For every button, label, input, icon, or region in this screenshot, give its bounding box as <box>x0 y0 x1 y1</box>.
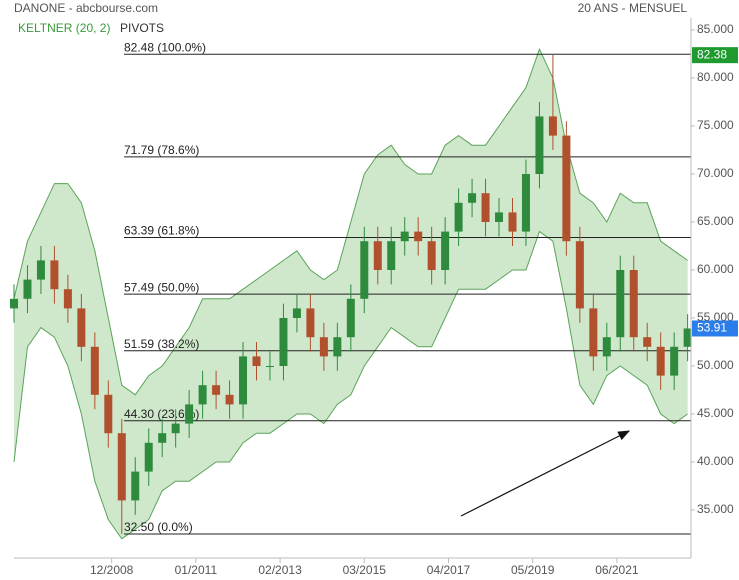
candle-body <box>63 289 72 309</box>
y-tick-label: 50.000 <box>697 358 734 372</box>
candle-body <box>481 193 490 222</box>
candle-body <box>171 423 180 434</box>
candle-body <box>468 193 477 203</box>
candle-body <box>185 404 194 424</box>
price-marker <box>692 320 738 337</box>
candle-body <box>387 241 396 270</box>
x-tick-label: 06/2021 <box>595 563 639 577</box>
candle-body <box>279 318 288 366</box>
x-tick-label: 01/2011 <box>175 563 218 577</box>
candle-body <box>104 394 113 434</box>
candle-body <box>36 260 45 280</box>
candle-body <box>602 337 611 357</box>
y-tick-label: 85.000 <box>697 22 734 36</box>
candle-body <box>306 308 315 338</box>
candle-body <box>656 346 665 376</box>
pivot-label: 71.79 (78.6%) <box>124 143 199 157</box>
candle-body <box>144 442 153 472</box>
pivot-label: 51.59 (38.2%) <box>124 337 199 351</box>
pivot-label: 32.50 (0.0%) <box>124 520 193 534</box>
candle-body <box>212 385 221 395</box>
y-tick-label: 70.000 <box>697 166 734 180</box>
price-marker-label: 53.91 <box>697 321 727 335</box>
candle-body <box>643 337 652 347</box>
candle-body <box>548 116 557 136</box>
y-tick-label: 35.000 <box>697 502 734 516</box>
candle-body <box>319 337 328 357</box>
candle-body <box>683 328 692 347</box>
candle-body <box>535 116 544 174</box>
candle-body <box>77 308 86 347</box>
y-tick-label: 75.000 <box>697 118 734 132</box>
candle-body <box>292 308 301 318</box>
x-tick-label: 02/2013 <box>258 563 302 577</box>
candle-body <box>521 174 530 232</box>
chart-subtitle: 20 ANS - MENSUEL <box>578 1 688 15</box>
pivot-label: 44.30 (23.6%) <box>124 407 199 421</box>
price-marker <box>692 47 738 64</box>
candle-body <box>427 241 436 270</box>
candle-body <box>265 366 274 367</box>
candle-body <box>562 135 571 242</box>
candle-body <box>252 356 261 366</box>
trend-arrow <box>460 430 631 517</box>
candle-body <box>50 260 59 290</box>
y-tick-label: 65.000 <box>697 214 734 228</box>
indicator-label: KELTNER (20, 2) <box>18 21 110 35</box>
candle-body <box>333 337 342 357</box>
pivot-label: 63.39 (61.8%) <box>124 224 199 238</box>
candle-body <box>117 433 126 501</box>
price-marker-label: 82.38 <box>697 47 727 61</box>
candle-body <box>360 241 369 299</box>
candle-body <box>495 212 504 222</box>
candle-body <box>131 471 140 501</box>
candle-body <box>10 298 18 309</box>
candle-body <box>616 270 625 338</box>
candle-body <box>629 270 638 338</box>
candle-body <box>454 202 463 232</box>
y-tick-label: 45.000 <box>697 406 734 420</box>
candle-body <box>158 433 167 443</box>
candle-body <box>23 279 32 299</box>
candle-body <box>589 308 598 357</box>
candle-body <box>670 346 679 376</box>
candle-body <box>239 356 248 405</box>
candle-body <box>414 231 423 242</box>
y-tick-label: 80.000 <box>697 70 734 84</box>
candle-body <box>508 212 517 232</box>
x-tick-label: 12/2008 <box>90 563 134 577</box>
candle-body <box>441 231 450 270</box>
keltner-upper <box>13 47 688 396</box>
candle-body <box>346 298 355 338</box>
candle-body <box>90 346 99 395</box>
y-tick-label: 60.000 <box>697 262 734 276</box>
x-tick-label: 03/2015 <box>343 563 387 577</box>
x-tick-label: 05/2019 <box>511 563 555 577</box>
pivot-label: 57.49 (50.0%) <box>124 280 199 294</box>
candle-body <box>373 241 382 270</box>
y-tick-label: 40.000 <box>697 454 734 468</box>
keltner-lower <box>13 230 688 540</box>
indicator-label: PIVOTS <box>120 21 164 35</box>
candle-body <box>198 385 207 405</box>
pivot-label: 82.48 (100.0%) <box>124 40 206 54</box>
chart-title: DANONE - abcbourse.com <box>14 1 158 15</box>
x-tick-label: 04/2017 <box>427 563 471 577</box>
candle-body <box>225 394 234 405</box>
candle-body <box>575 241 584 309</box>
candle-body <box>400 231 409 242</box>
